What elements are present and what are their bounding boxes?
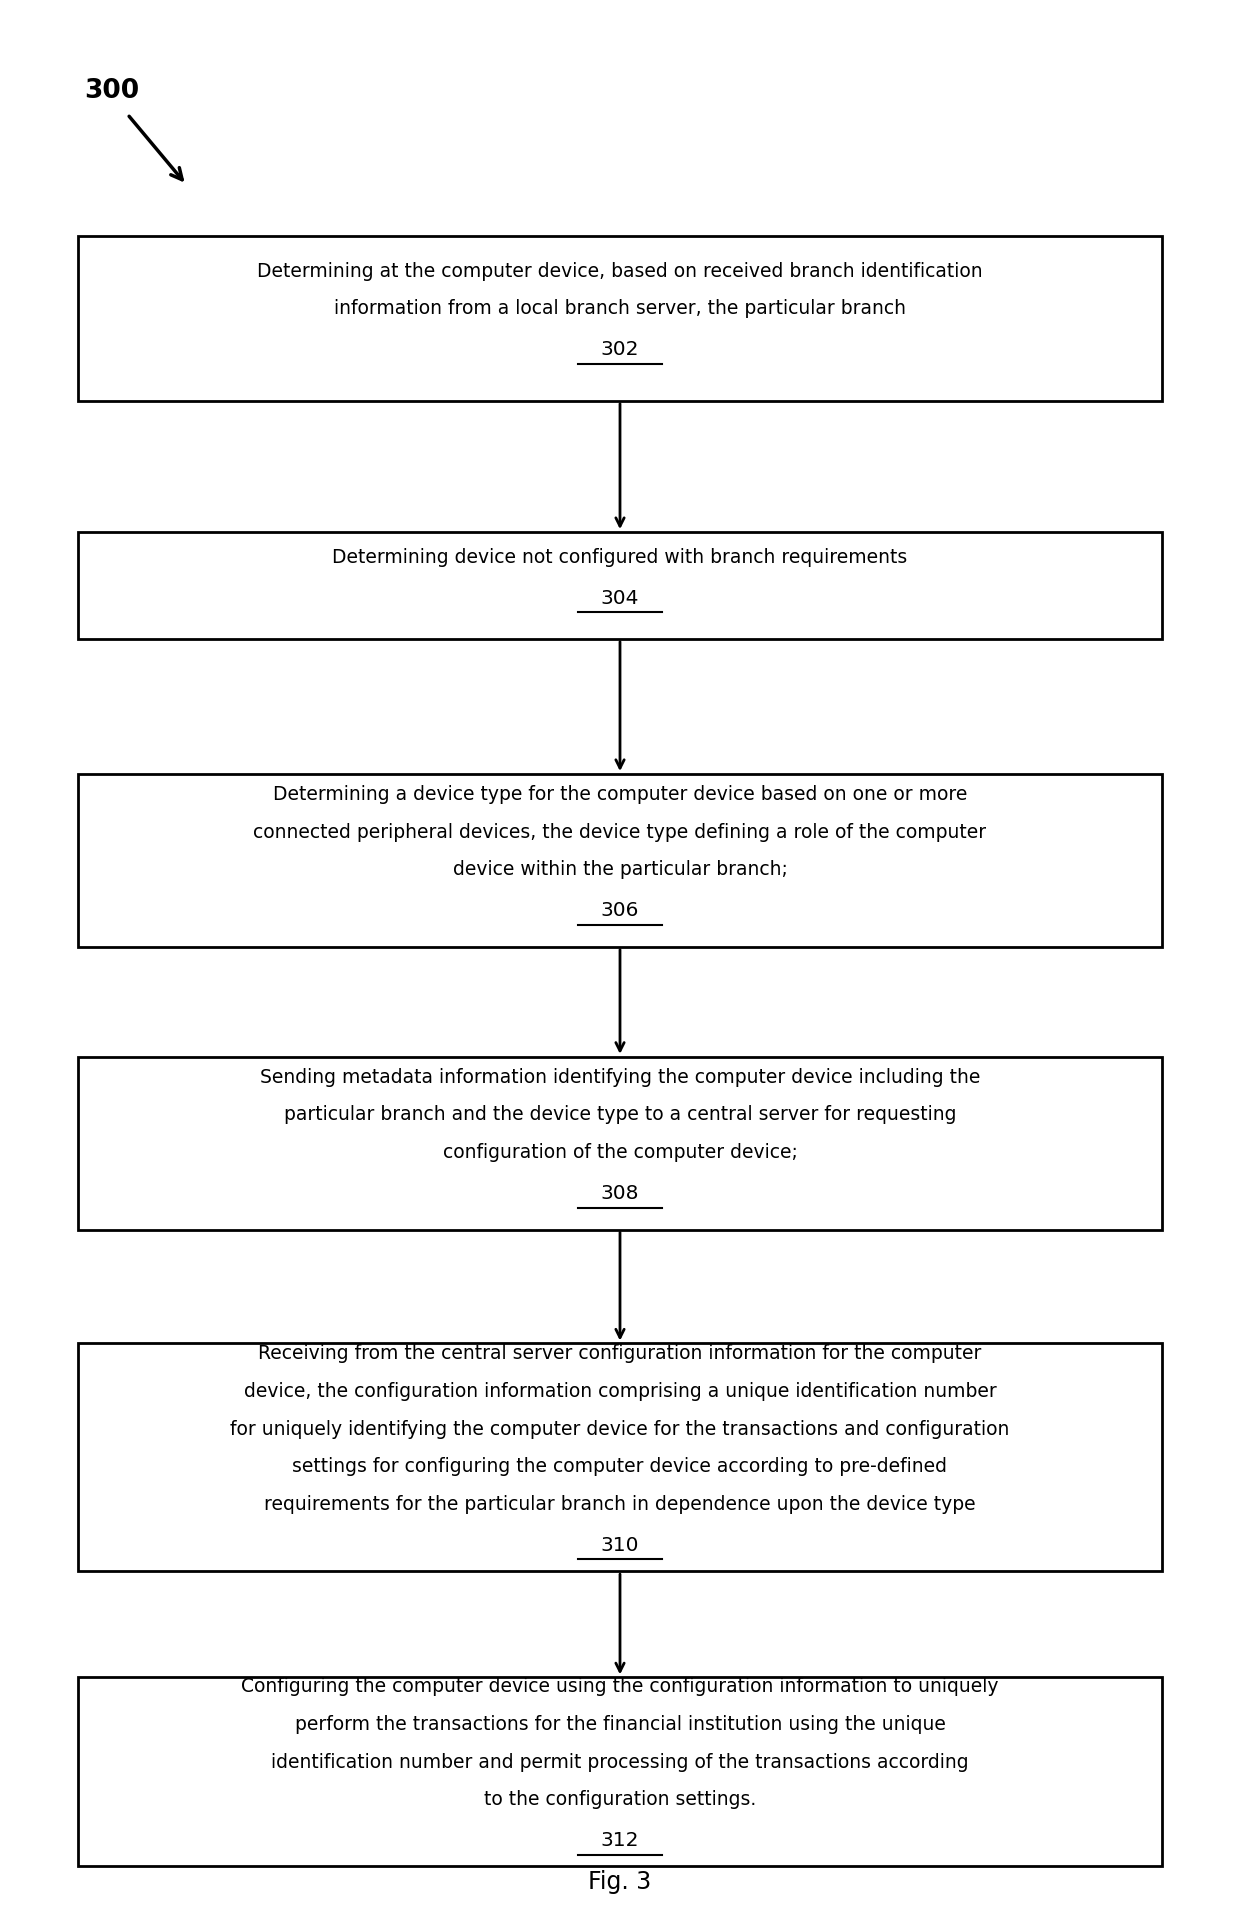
Text: for uniquely identifying the computer device for the transactions and configurat: for uniquely identifying the computer de… (231, 1419, 1009, 1438)
Text: Configuring the computer device using the configuration information to uniquely: Configuring the computer device using th… (242, 1677, 998, 1696)
Text: device within the particular branch;: device within the particular branch; (453, 860, 787, 880)
Text: to the configuration settings.: to the configuration settings. (484, 1790, 756, 1809)
FancyBboxPatch shape (78, 1344, 1162, 1571)
Text: Receiving from the central server configuration information for the computer: Receiving from the central server config… (258, 1344, 982, 1363)
Text: settings for configuring the computer device according to pre-defined: settings for configuring the computer de… (293, 1457, 947, 1476)
Text: device, the configuration information comprising a unique identification number: device, the configuration information co… (243, 1382, 997, 1401)
Text: Fig. 3: Fig. 3 (588, 1869, 652, 1894)
FancyBboxPatch shape (78, 531, 1162, 639)
Text: 304: 304 (600, 589, 640, 608)
Text: Determining at the computer device, based on received branch identification: Determining at the computer device, base… (257, 262, 983, 281)
Text: 310: 310 (600, 1536, 640, 1555)
Text: connected peripheral devices, the device type defining a role of the computer: connected peripheral devices, the device… (253, 822, 987, 841)
Text: 302: 302 (600, 341, 640, 360)
Text: configuration of the computer device;: configuration of the computer device; (443, 1143, 797, 1163)
Text: 300: 300 (84, 77, 139, 104)
Text: 312: 312 (600, 1831, 640, 1850)
Text: Determining device not configured with branch requirements: Determining device not configured with b… (332, 549, 908, 566)
FancyBboxPatch shape (78, 237, 1162, 400)
Text: identification number and permit processing of the transactions according: identification number and permit process… (272, 1752, 968, 1771)
FancyBboxPatch shape (78, 774, 1162, 947)
Text: Sending metadata information identifying the computer device including the: Sending metadata information identifying… (260, 1068, 980, 1088)
Text: information from a local branch server, the particular branch: information from a local branch server, … (334, 300, 906, 318)
Text: 308: 308 (600, 1184, 640, 1203)
Text: 306: 306 (601, 901, 639, 920)
Text: perform the transactions for the financial institution using the unique: perform the transactions for the financi… (295, 1715, 945, 1734)
Text: requirements for the particular branch in dependence upon the device type: requirements for the particular branch i… (264, 1496, 976, 1513)
FancyBboxPatch shape (78, 1057, 1162, 1230)
Text: particular branch and the device type to a central server for requesting: particular branch and the device type to… (284, 1105, 956, 1124)
FancyBboxPatch shape (78, 1677, 1162, 1865)
Text: Determining a device type for the computer device based on one or more: Determining a device type for the comput… (273, 785, 967, 805)
